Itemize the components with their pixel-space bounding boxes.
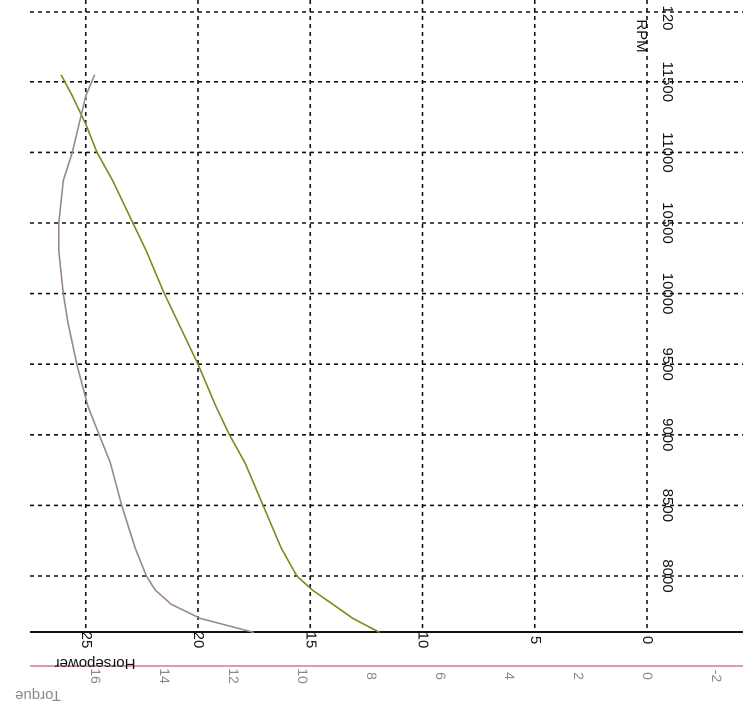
- hp-tick-label: 15: [302, 632, 319, 649]
- torque-tick-label: 4: [502, 672, 518, 680]
- axis-layer: [30, 631, 743, 667]
- rpm-tick-label: 9000: [659, 418, 676, 451]
- hp-tick-label: 10: [415, 632, 432, 649]
- rpm-tick-label: 9500: [659, 348, 676, 381]
- rpm-tick-label: 10000: [659, 273, 676, 315]
- hp-tick-label: 0: [639, 636, 656, 644]
- torque-tick-label: 16: [88, 668, 104, 684]
- torque-tick-label: 0: [640, 672, 656, 680]
- rpm-tick-label: 8000: [659, 559, 676, 592]
- rpm-tick-label: 120: [659, 5, 676, 30]
- curve-layer: [57, 74, 381, 634]
- torque-tick-label: 14: [157, 668, 173, 684]
- torque-axis-title: Torque: [15, 687, 61, 704]
- horsepower-curve: [60, 74, 381, 634]
- label-layer: 800085009000950010000105001100011500120R…: [15, 5, 725, 704]
- rpm-tick-label: 8500: [659, 489, 676, 522]
- torque-tick-label: 10: [295, 668, 311, 684]
- rpm-tick-label: 11000: [659, 132, 676, 173]
- horsepower-axis-title: Horsepower: [55, 655, 136, 672]
- torque-curve: [57, 74, 255, 634]
- hp-tick-label: 20: [190, 632, 207, 649]
- grid-layer: [30, 0, 743, 632]
- torque-tick-label: 6: [433, 672, 449, 680]
- rpm-tick-label: 10500: [659, 202, 676, 244]
- torque-tick-label: 8: [364, 672, 380, 680]
- hp-tick-label: 25: [78, 632, 95, 649]
- torque-tick-label: -2: [709, 670, 725, 683]
- hp-tick-label: 5: [527, 636, 544, 644]
- rpm-tick-label: 11500: [659, 61, 676, 102]
- rpm-axis-title: RPM: [633, 19, 650, 52]
- torque-tick-label: 2: [571, 672, 587, 680]
- torque-tick-label: 12: [226, 668, 242, 684]
